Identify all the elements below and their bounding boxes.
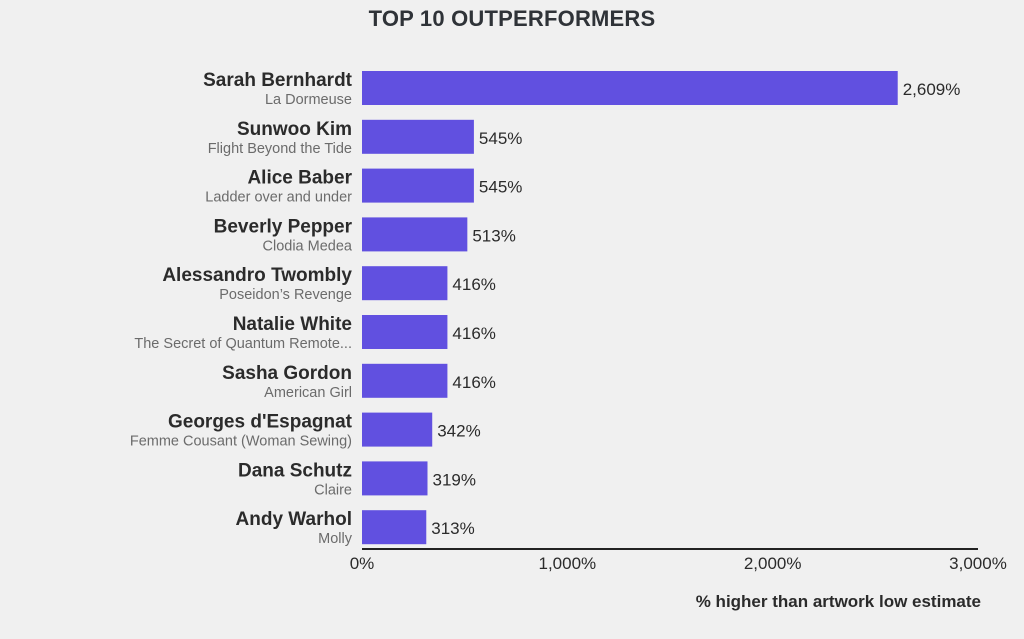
- category-subtitle: Poseidon’s Revenge: [219, 287, 352, 303]
- chart-title: TOP 10 OUTPERFORMERS: [368, 6, 656, 31]
- category-label: Beverly Pepper: [214, 216, 353, 237]
- category-subtitle: American Girl: [264, 385, 352, 401]
- bar: [362, 266, 448, 301]
- category-label: Sarah Bernhardt: [203, 70, 353, 91]
- bar: [362, 461, 428, 496]
- data-label: 545%: [479, 178, 522, 197]
- x-tick-label: 0%: [350, 554, 375, 573]
- bar: [362, 363, 448, 398]
- bar: [362, 217, 468, 252]
- bar: [362, 412, 433, 447]
- data-label: 416%: [452, 324, 495, 343]
- x-tick-label: 1,000%: [538, 554, 596, 573]
- category-subtitle: Clodia Medea: [263, 238, 353, 254]
- bar: [362, 510, 427, 545]
- bar: [362, 71, 898, 105]
- category-subtitle: Femme Cousant (Woman Sewing): [130, 434, 352, 450]
- x-tick-label: 3,000%: [949, 554, 1007, 573]
- data-label: 513%: [472, 226, 515, 245]
- category-label: Georges d'Espagnat: [168, 412, 353, 433]
- category-subtitle: Ladder over and under: [205, 190, 352, 206]
- bar: [362, 119, 474, 154]
- bar: [362, 315, 448, 349]
- category-subtitle: Flight Beyond the Tide: [208, 141, 352, 157]
- data-label: 545%: [479, 129, 522, 148]
- x-axis-title: % higher than artwork low estimate: [696, 592, 981, 611]
- bar: [362, 168, 474, 203]
- category-label: Andy Warhol: [236, 509, 352, 530]
- data-label: 319%: [433, 470, 476, 489]
- category-label: Dana Schutz: [238, 460, 352, 481]
- x-tick-label: 2,000%: [744, 554, 802, 573]
- category-label: Alice Baber: [247, 168, 352, 189]
- data-label: 313%: [431, 519, 474, 538]
- category-label: Natalie White: [233, 314, 352, 335]
- category-subtitle: The Secret of Quantum Remote...: [134, 336, 352, 352]
- data-label: 342%: [437, 422, 480, 441]
- data-label: 2,609%: [903, 80, 961, 99]
- category-subtitle: Molly: [318, 531, 353, 547]
- category-label: Sasha Gordon: [222, 363, 352, 384]
- category-label: Sunwoo Kim: [237, 119, 352, 140]
- category-subtitle: Claire: [314, 482, 352, 498]
- category-label: Alessandro Twombly: [162, 265, 352, 286]
- category-subtitle: La Dormeuse: [265, 92, 352, 108]
- data-label: 416%: [452, 373, 495, 392]
- data-label: 416%: [452, 275, 495, 294]
